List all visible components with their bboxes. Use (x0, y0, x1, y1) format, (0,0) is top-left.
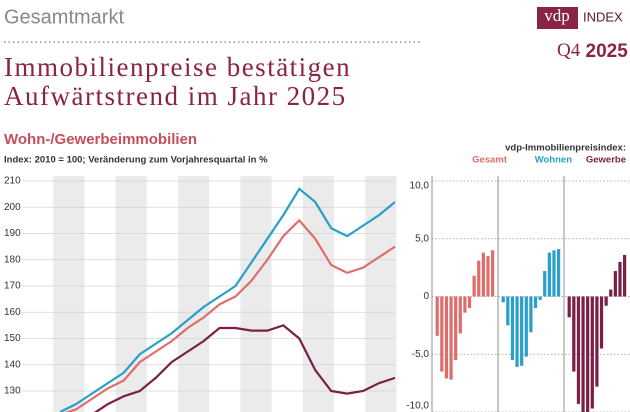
logo-box (537, 7, 578, 29)
change-chart: vdp-Immobilienpreisindex: 10,0 5,0 0 -5,0 -10… (406, 143, 630, 412)
bar (490, 250, 495, 297)
bar (506, 296, 510, 326)
index-chart: 130 140 150 160 170 180 190 200 210 (4, 176, 396, 412)
y-tick-label: 10,0 (410, 181, 430, 192)
year-bands (53, 176, 397, 412)
band (240, 176, 272, 412)
y-tick-label: 210 (4, 176, 21, 187)
bar (543, 271, 547, 297)
band (53, 176, 85, 412)
band (115, 176, 147, 412)
bar (449, 296, 453, 380)
bar (567, 296, 571, 318)
bar (604, 296, 608, 306)
bar (538, 296, 542, 300)
y-tick-label: 180 (4, 254, 21, 265)
legend-label: Wohnen (535, 155, 572, 166)
logo-suffix: INDEX (583, 9, 623, 24)
section: Gesamtmarkt (4, 6, 124, 28)
bar (581, 296, 585, 412)
bar (454, 296, 458, 361)
title-line: Aufwärtstrend im Jahr 2025 (4, 81, 347, 111)
legend-label: Gewerbe (586, 155, 626, 166)
y-tick-label: 200 (4, 202, 21, 213)
bar (533, 296, 538, 309)
bar (618, 261, 622, 297)
bar (595, 296, 599, 387)
title-line: Immobilienpreise bestätigen (4, 52, 351, 82)
band (365, 176, 397, 412)
bar (524, 296, 528, 357)
bar (458, 296, 462, 334)
y-tick-label: 190 (4, 228, 21, 239)
bar (552, 250, 556, 297)
bar (486, 256, 490, 297)
bar (520, 296, 524, 366)
lines (59, 187, 396, 412)
bar (440, 296, 444, 372)
bar (572, 296, 576, 372)
y-tick-label: 140 (4, 359, 21, 370)
bar (467, 296, 472, 309)
band (178, 176, 210, 412)
series-line (93, 324, 396, 412)
bar (576, 296, 581, 404)
bar (515, 296, 519, 367)
y-tick-label: 5,0 (415, 233, 429, 244)
y-tick-label: -5,0 (412, 349, 430, 360)
chart-title: vdp-Immobilienpreisindex: (505, 143, 626, 154)
bar (622, 254, 627, 297)
bar (609, 289, 613, 297)
legend-label: Gesamt (472, 155, 508, 166)
bar (613, 271, 617, 297)
bar (472, 275, 476, 297)
bar (477, 260, 481, 297)
period-year: 2025 (586, 41, 629, 62)
y-tick-label: 130 (4, 386, 21, 397)
period: Q4 2025 (557, 40, 628, 62)
bar (501, 296, 505, 303)
subtitle: Wohn-/Gewerbeimmobilien (4, 131, 197, 148)
y-tick-label: -10,0 (406, 401, 429, 412)
bar (590, 296, 594, 409)
bar (547, 252, 551, 297)
bar (444, 296, 449, 379)
y-tick-label: 150 (4, 333, 21, 344)
logo: vdp (544, 6, 570, 25)
band (302, 176, 334, 412)
bar (510, 296, 515, 361)
note: Index: 2010 = 100; Veränderung zum Vorja… (4, 155, 268, 166)
bar (586, 296, 590, 412)
bar (463, 296, 467, 313)
period-quarter: Q4 (557, 40, 581, 61)
y-tick-label: 0 (423, 291, 429, 302)
bar (481, 252, 485, 297)
y-tick-label: 170 (4, 281, 21, 292)
series-line (64, 218, 396, 412)
bar (556, 249, 561, 297)
y-tick-label: 160 (4, 307, 21, 318)
bar (599, 296, 604, 349)
bar (529, 296, 533, 333)
bar (435, 296, 439, 336)
series-line (59, 187, 396, 412)
